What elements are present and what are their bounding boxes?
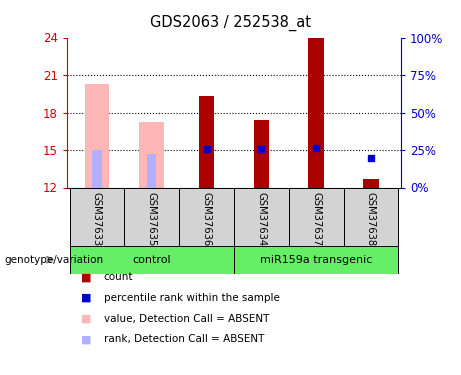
Bar (70, 246, 234, 274)
Bar (199, 96, 214, 188)
Bar (70, 188, 124, 246)
Text: ■: ■ (81, 334, 91, 344)
Text: GSM37636: GSM37636 (201, 192, 212, 246)
Text: GSM37638: GSM37638 (366, 192, 376, 246)
Text: ■: ■ (81, 273, 91, 282)
Bar (139, 122, 164, 188)
Text: GSM37634: GSM37634 (256, 192, 266, 246)
Bar (289, 188, 343, 246)
Text: percentile rank within the sample: percentile rank within the sample (104, 293, 280, 303)
Bar (343, 188, 398, 246)
Bar (254, 120, 269, 188)
Text: genotype/variation: genotype/variation (5, 255, 104, 265)
Bar (179, 188, 234, 246)
Text: control: control (132, 255, 171, 265)
Text: GSM37637: GSM37637 (311, 192, 321, 246)
Text: GSM37633: GSM37633 (92, 192, 102, 246)
Bar (124, 188, 179, 246)
Text: value, Detection Call = ABSENT: value, Detection Call = ABSENT (104, 314, 269, 324)
Text: ■: ■ (81, 293, 91, 303)
Bar (234, 246, 398, 274)
Text: miR159a transgenic: miR159a transgenic (260, 255, 372, 265)
Text: ■: ■ (81, 314, 91, 324)
Text: GDS2063 / 252538_at: GDS2063 / 252538_at (150, 15, 311, 31)
Text: rank, Detection Call = ABSENT: rank, Detection Call = ABSENT (104, 334, 264, 344)
Bar (234, 188, 289, 246)
Bar (85, 84, 109, 188)
Text: count: count (104, 273, 133, 282)
Bar (147, 153, 156, 188)
Bar (92, 150, 102, 188)
Bar (363, 178, 378, 188)
Text: GSM37635: GSM37635 (147, 192, 157, 246)
Bar (308, 38, 324, 188)
